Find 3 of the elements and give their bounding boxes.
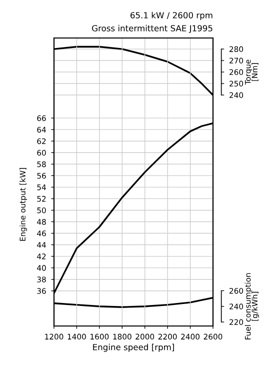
chart-title: 65.1 kW / 2600 rpm — [130, 12, 212, 20]
x-axis-title: Engine speed [rpm] — [93, 344, 174, 352]
chart-subtitle: Gross intermittent SAE J1995 — [92, 24, 212, 33]
